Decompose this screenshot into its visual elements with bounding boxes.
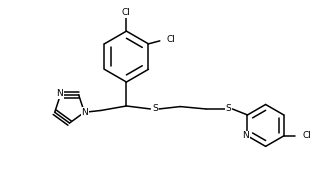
Text: N: N [243, 131, 249, 140]
Text: N: N [56, 89, 63, 98]
Text: Cl: Cl [302, 131, 310, 140]
Text: S: S [225, 105, 231, 113]
Text: N: N [82, 108, 88, 117]
Text: Cl: Cl [122, 8, 131, 17]
Text: Cl: Cl [166, 36, 175, 44]
Text: S: S [152, 105, 158, 113]
